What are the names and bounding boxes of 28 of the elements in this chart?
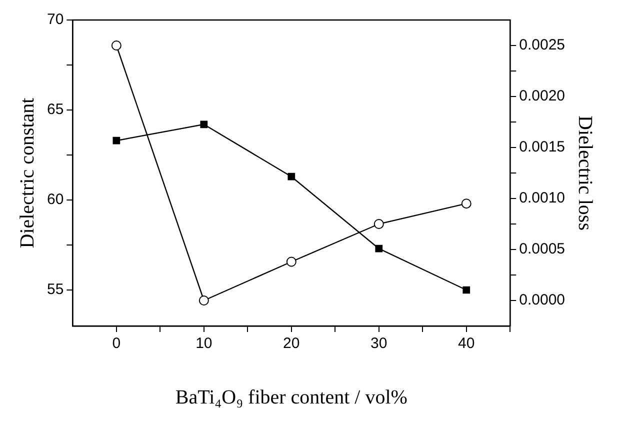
- y2-tick-label: 0.0010: [519, 190, 566, 207]
- x-tick-label: 0: [112, 335, 121, 352]
- point: [286, 256, 296, 267]
- x-axis-title: BaTi₄O₉ fiber content / vol%: [175, 386, 408, 408]
- point: [462, 286, 470, 294]
- x-tick-label: 10: [196, 335, 212, 352]
- point: [375, 244, 383, 252]
- y2-tick-label: 0.0000: [519, 292, 566, 309]
- y2-axis-title: Dielectric loss: [574, 116, 596, 231]
- y-tick-label: 65: [46, 101, 64, 118]
- y2-tick-label: 0.0005: [519, 240, 566, 258]
- point: [198, 296, 209, 306]
- point: [288, 172, 296, 180]
- y2-tick-label: 0.0025: [519, 36, 566, 54]
- point: [111, 40, 122, 50]
- y2-tick-label: 0.0020: [519, 88, 566, 105]
- y2-tick-label: 0.0015: [519, 138, 566, 156]
- y-tick-label: 60: [46, 191, 64, 208]
- x-tick-label: 20: [283, 335, 300, 352]
- point: [112, 136, 120, 144]
- point: [200, 120, 208, 128]
- x-tick-label: 40: [458, 335, 475, 352]
- y-tick-label: 70: [46, 11, 64, 28]
- y-tick-label: 55: [46, 281, 64, 298]
- y-axis-title: Dielectric constant: [16, 97, 38, 248]
- point: [461, 198, 472, 209]
- point: [374, 219, 384, 229]
- x-tick-label: 30: [370, 335, 388, 352]
